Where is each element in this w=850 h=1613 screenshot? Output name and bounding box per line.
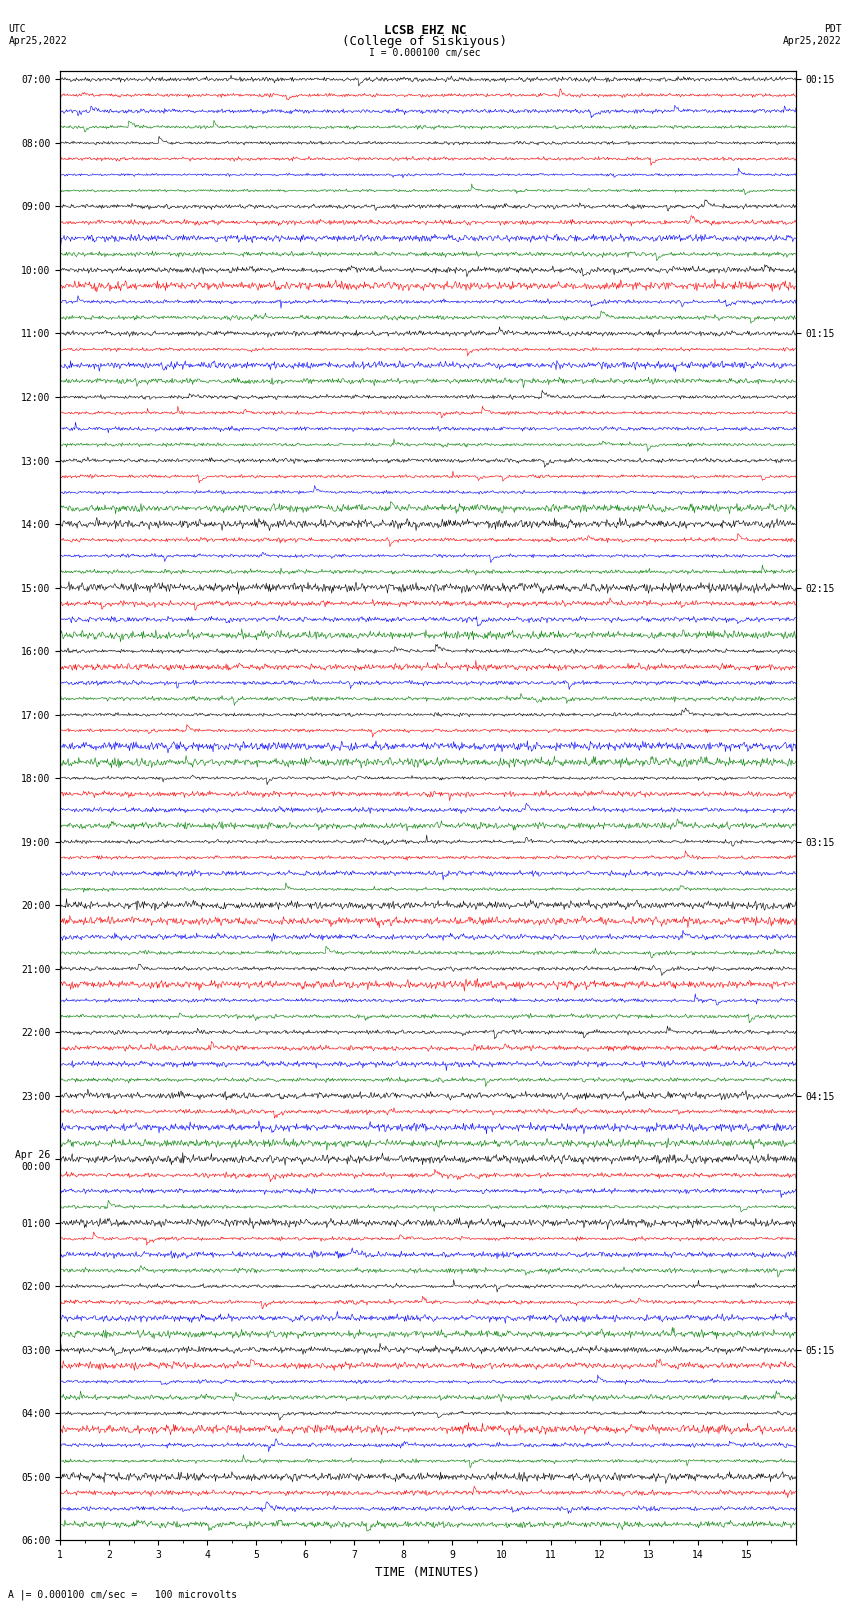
- Text: I = 0.000100 cm/sec: I = 0.000100 cm/sec: [369, 48, 481, 58]
- Text: A |= 0.000100 cm/sec =   100 microvolts: A |= 0.000100 cm/sec = 100 microvolts: [8, 1589, 238, 1600]
- Text: PDT
Apr25,2022: PDT Apr25,2022: [783, 24, 842, 45]
- Text: UTC
Apr25,2022: UTC Apr25,2022: [8, 24, 67, 45]
- Text: (College of Siskiyous): (College of Siskiyous): [343, 35, 507, 48]
- Text: LCSB EHZ NC: LCSB EHZ NC: [383, 24, 467, 37]
- X-axis label: TIME (MINUTES): TIME (MINUTES): [376, 1566, 480, 1579]
